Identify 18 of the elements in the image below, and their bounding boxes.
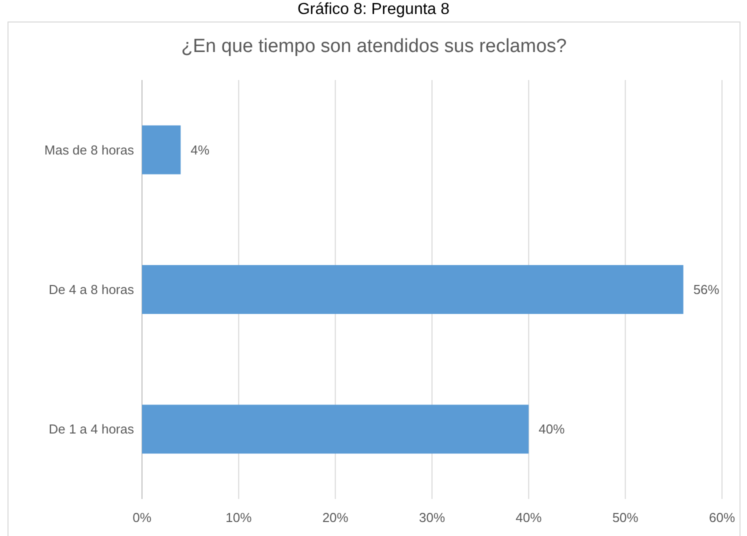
- y-tick-label: Mas de 8 horas: [44, 142, 134, 158]
- bar: [142, 125, 181, 174]
- x-tick-label: 40%: [516, 510, 542, 525]
- data-label: 40%: [538, 422, 566, 437]
- x-tick-label: 60%: [708, 510, 736, 525]
- y-tick-label: De 4 a 8 horas: [48, 282, 134, 298]
- x-tick-label: 10%: [226, 510, 252, 525]
- data-label: 4%: [190, 142, 210, 158]
- bar: [142, 265, 684, 314]
- y-tick-label: De 1 a 4 horas: [48, 422, 134, 437]
- bar: [142, 404, 529, 454]
- text: Gráfico 8: Pregunta 8: [297, 1, 450, 18]
- x-tick-label: 50%: [612, 510, 639, 525]
- data-label: 56%: [693, 282, 720, 298]
- chart-title: ¿En que tiempo son atendidos sus reclamos?: [181, 36, 567, 57]
- x-tick-label: 30%: [418, 510, 446, 525]
- x-tick-label: 0%: [132, 510, 152, 525]
- x-tick-label: 20%: [322, 510, 349, 525]
